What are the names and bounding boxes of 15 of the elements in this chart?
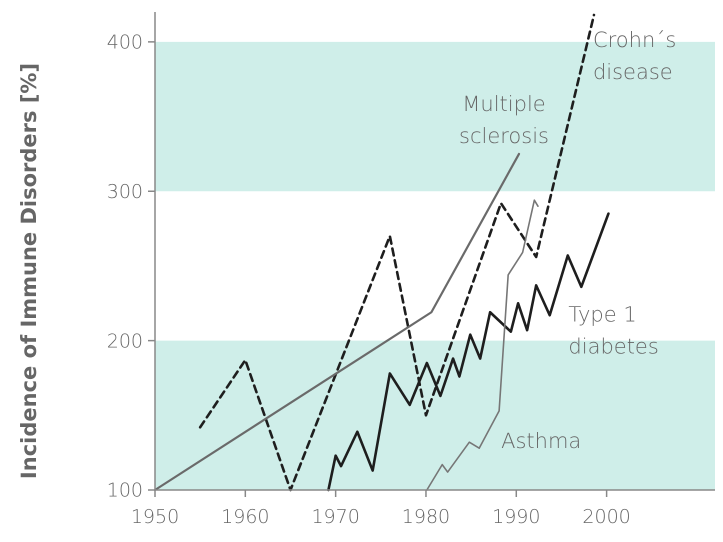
x-tick-label: 1970 — [311, 506, 360, 528]
x-tick-label: 1950 — [130, 506, 180, 528]
x-tick-label: 1990 — [492, 506, 540, 528]
series-label: Multiple sclerosis — [459, 92, 549, 148]
x-tick-label: 1960 — [221, 506, 270, 528]
y-axis-title: Incidence of Immune Disorders [%] — [17, 62, 41, 480]
y-tick-label: 400 — [106, 32, 143, 54]
y-tick-label: 200 — [106, 330, 143, 352]
y-tick-label: 100 — [106, 480, 143, 502]
series-label: Crohn´s disease — [592, 28, 676, 84]
x-tick-label: 2000 — [582, 506, 631, 528]
x-tick-label: 1980 — [402, 506, 450, 528]
series-label: Type 1 diabetes — [568, 302, 659, 359]
y-tick-label: 300 — [106, 180, 143, 203]
series-label: Asthma — [501, 428, 582, 453]
